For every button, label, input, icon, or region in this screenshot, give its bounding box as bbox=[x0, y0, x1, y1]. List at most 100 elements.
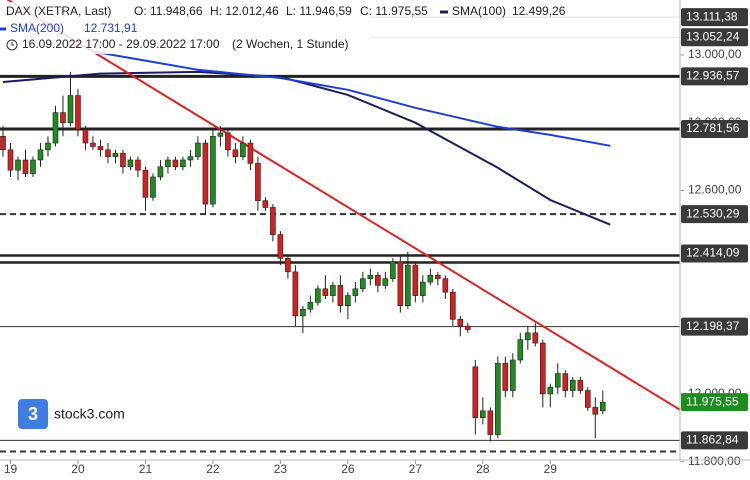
candle-body bbox=[225, 132, 231, 151]
x-tick-label: 19 bbox=[4, 462, 18, 476]
candle-body bbox=[105, 149, 111, 157]
candle-body bbox=[412, 264, 419, 296]
candle-body bbox=[599, 401, 606, 412]
level-box bbox=[681, 28, 748, 47]
candle-body bbox=[30, 159, 36, 174]
candle-body bbox=[330, 285, 336, 296]
y-tick-label: 13.000,00 bbox=[688, 47, 742, 61]
candle-body bbox=[405, 264, 411, 307]
candle-body bbox=[352, 288, 359, 296]
level-box bbox=[681, 431, 748, 450]
level-label: 13.111,38 bbox=[686, 9, 738, 23]
candle-body bbox=[480, 410, 486, 418]
candle-body bbox=[292, 271, 299, 317]
candle-body bbox=[435, 274, 441, 279]
candle-body bbox=[562, 373, 569, 391]
legend-value: 12.731,91 bbox=[84, 21, 138, 35]
candle-body bbox=[577, 380, 584, 391]
trendline bbox=[6, 0, 680, 411]
level-label: 12.414,09 bbox=[686, 246, 740, 260]
plot-area bbox=[0, 0, 680, 453]
candle-body bbox=[517, 339, 524, 361]
logo: 3 stock3.com bbox=[18, 399, 125, 429]
candle-body bbox=[157, 166, 164, 178]
y-tick-label: 11.800,00 bbox=[688, 454, 741, 468]
candle-body bbox=[262, 200, 269, 208]
logo-text: stock3.com bbox=[54, 406, 125, 422]
candle-body bbox=[232, 149, 239, 157]
candle-body bbox=[547, 386, 554, 395]
x-tick-label: 21 bbox=[139, 462, 153, 476]
candle-body bbox=[592, 407, 599, 415]
candle-body bbox=[554, 373, 561, 388]
header-bg bbox=[0, 2, 680, 54]
candle-body bbox=[67, 95, 74, 124]
candle-body bbox=[285, 258, 291, 273]
candle-body bbox=[112, 152, 119, 157]
level-label: 12.530,29 bbox=[686, 206, 740, 220]
candle-body bbox=[52, 112, 59, 144]
candle-body bbox=[127, 159, 134, 168]
level-label: 12.936,57 bbox=[686, 69, 740, 83]
sma-line bbox=[92, 50, 611, 147]
level-label: 13.052,24 bbox=[686, 29, 740, 43]
candle-body bbox=[60, 112, 66, 124]
logo-mark: 3 bbox=[28, 404, 38, 424]
candle-body bbox=[217, 132, 224, 137]
candle-body bbox=[457, 319, 464, 327]
candle-body bbox=[382, 278, 389, 286]
level-label: 12.198,37 bbox=[686, 319, 740, 333]
level-box bbox=[681, 393, 748, 412]
logo-icon bbox=[18, 399, 48, 429]
candle-body bbox=[375, 274, 381, 286]
ohlc-close: C: 11.975,55 bbox=[360, 4, 428, 18]
level-box bbox=[681, 67, 748, 86]
x-tick-label: 20 bbox=[71, 462, 85, 476]
candle-body bbox=[142, 169, 149, 198]
x-tick-label: 27 bbox=[409, 462, 423, 476]
level-label: 11.975,55 bbox=[686, 394, 739, 408]
candle-body bbox=[240, 142, 246, 157]
candle-body bbox=[82, 129, 89, 144]
level-label: 11.862,84 bbox=[686, 433, 739, 447]
clock-icon bbox=[6, 39, 18, 51]
candle-body bbox=[75, 95, 81, 130]
candle-body bbox=[22, 159, 29, 174]
candle-body bbox=[584, 390, 591, 408]
candle-body bbox=[315, 288, 321, 303]
candle-body bbox=[487, 410, 494, 435]
candle-body bbox=[15, 159, 21, 171]
level-box bbox=[681, 317, 748, 336]
level-label: 12.781,56 bbox=[686, 121, 740, 135]
candle-body bbox=[180, 159, 186, 168]
candle-body bbox=[450, 291, 456, 320]
candle-body bbox=[187, 156, 194, 161]
range-label: 16.09.2022 17:00 - 29.09.2022 17:00 bbox=[22, 37, 220, 51]
candle-body bbox=[300, 308, 306, 317]
level-box bbox=[681, 205, 748, 224]
candle-body bbox=[45, 142, 51, 151]
x-tick-label: 26 bbox=[341, 462, 355, 476]
ohlc-low: L: 11.946,59 bbox=[286, 4, 352, 18]
candle-body bbox=[307, 302, 314, 310]
candle-body bbox=[97, 146, 104, 151]
candle-body bbox=[345, 295, 351, 307]
candle-body bbox=[165, 159, 171, 168]
legend-value: 12.499,26 bbox=[512, 4, 566, 18]
candle-body bbox=[135, 159, 141, 171]
sma-line bbox=[2, 70, 611, 226]
candle-body bbox=[120, 152, 126, 168]
chart-title: DAX (XETRA, Last) bbox=[6, 4, 111, 18]
candle-body bbox=[532, 332, 539, 344]
candle-body bbox=[247, 142, 254, 164]
y-tick-label: 12.600,00 bbox=[688, 183, 742, 197]
candle-body bbox=[322, 288, 329, 296]
candle-body bbox=[397, 261, 404, 307]
candle-body bbox=[255, 163, 261, 201]
candle-body bbox=[195, 142, 201, 157]
ohlc-open: O: 11.948,66 bbox=[134, 4, 203, 18]
legend-label: SMA(100) bbox=[452, 4, 506, 18]
candle-body bbox=[360, 278, 366, 290]
candle-body bbox=[525, 332, 531, 340]
